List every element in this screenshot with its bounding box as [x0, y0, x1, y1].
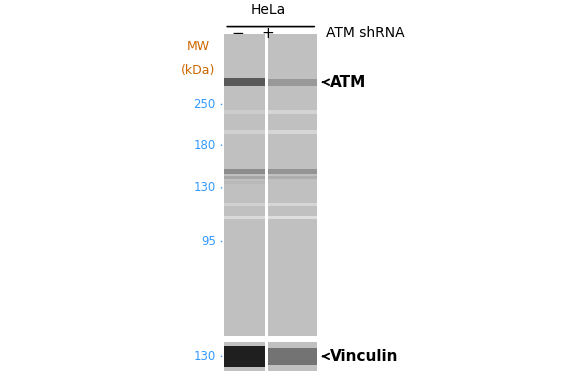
Bar [268, 110, 317, 114]
Bar [268, 203, 317, 206]
Text: +: + [261, 26, 274, 41]
Bar [225, 342, 265, 371]
Text: 180: 180 [193, 139, 216, 152]
Text: 95: 95 [201, 235, 216, 248]
Bar [225, 78, 265, 86]
Bar [268, 34, 317, 336]
Bar [268, 216, 317, 219]
Text: 250: 250 [193, 98, 216, 111]
Text: 130: 130 [193, 181, 216, 194]
Bar [225, 130, 265, 135]
Text: Vinculin: Vinculin [331, 349, 399, 364]
Bar [268, 176, 317, 179]
Bar [225, 109, 265, 114]
Bar [268, 342, 317, 371]
Bar [268, 182, 317, 184]
Text: ATM shRNA: ATM shRNA [326, 26, 404, 40]
Text: HeLa: HeLa [250, 3, 285, 17]
Bar [225, 182, 265, 184]
Text: −: − [231, 26, 244, 41]
Text: 130: 130 [193, 350, 216, 363]
Text: (kDa): (kDa) [181, 64, 215, 77]
Bar [225, 176, 265, 179]
Bar [225, 168, 265, 174]
Bar [268, 130, 317, 134]
Bar [225, 216, 265, 219]
Bar [225, 34, 265, 336]
Bar [225, 203, 265, 206]
Text: MW: MW [187, 40, 210, 52]
Bar [268, 79, 317, 86]
Bar [225, 346, 265, 367]
Bar [268, 169, 317, 174]
Text: ATM: ATM [331, 75, 367, 90]
Bar [268, 348, 317, 365]
